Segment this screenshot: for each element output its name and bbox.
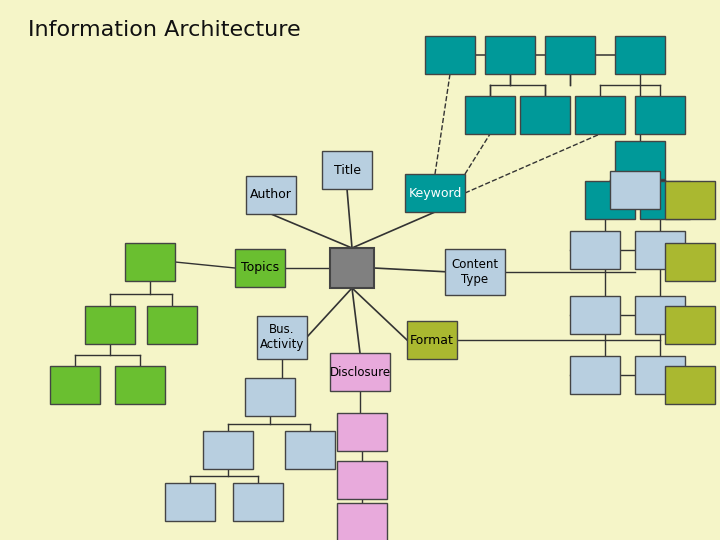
Text: Disclosure: Disclosure: [330, 366, 390, 379]
Bar: [203, 431, 253, 469]
Bar: [545, 36, 595, 74]
Bar: [125, 243, 175, 281]
Bar: [665, 306, 715, 344]
Bar: [246, 176, 296, 214]
Bar: [520, 96, 570, 134]
Text: Content
Type: Content Type: [451, 258, 498, 286]
Bar: [570, 231, 620, 269]
Bar: [615, 141, 665, 179]
Bar: [257, 315, 307, 359]
Text: Bus.
Activity: Bus. Activity: [260, 323, 304, 351]
Bar: [285, 431, 335, 469]
Text: Format: Format: [410, 334, 454, 347]
Bar: [235, 249, 285, 287]
Bar: [85, 306, 135, 344]
Bar: [233, 483, 283, 521]
Bar: [585, 181, 635, 219]
Bar: [50, 366, 100, 404]
Bar: [165, 483, 215, 521]
Bar: [665, 181, 715, 219]
Bar: [665, 243, 715, 281]
Bar: [665, 366, 715, 404]
Bar: [640, 181, 690, 219]
Bar: [405, 174, 465, 212]
Bar: [610, 171, 660, 209]
Bar: [445, 249, 505, 295]
Bar: [330, 353, 390, 391]
Bar: [570, 356, 620, 394]
Bar: [485, 36, 535, 74]
Bar: [337, 461, 387, 499]
Text: Topics: Topics: [241, 261, 279, 274]
Bar: [337, 413, 387, 451]
Bar: [337, 503, 387, 540]
Bar: [245, 378, 295, 416]
Text: Information Architecture: Information Architecture: [28, 20, 301, 40]
Bar: [147, 306, 197, 344]
Bar: [635, 356, 685, 394]
Bar: [575, 96, 625, 134]
Text: Keyword: Keyword: [408, 186, 462, 199]
Bar: [635, 231, 685, 269]
Bar: [407, 321, 457, 359]
Bar: [635, 296, 685, 334]
Bar: [115, 366, 165, 404]
Bar: [322, 151, 372, 189]
Bar: [615, 36, 665, 74]
Bar: [425, 36, 475, 74]
Bar: [570, 296, 620, 334]
Bar: [465, 96, 515, 134]
Text: Author: Author: [250, 188, 292, 201]
Bar: [635, 96, 685, 134]
Text: Title: Title: [333, 164, 361, 177]
Bar: [330, 248, 374, 288]
